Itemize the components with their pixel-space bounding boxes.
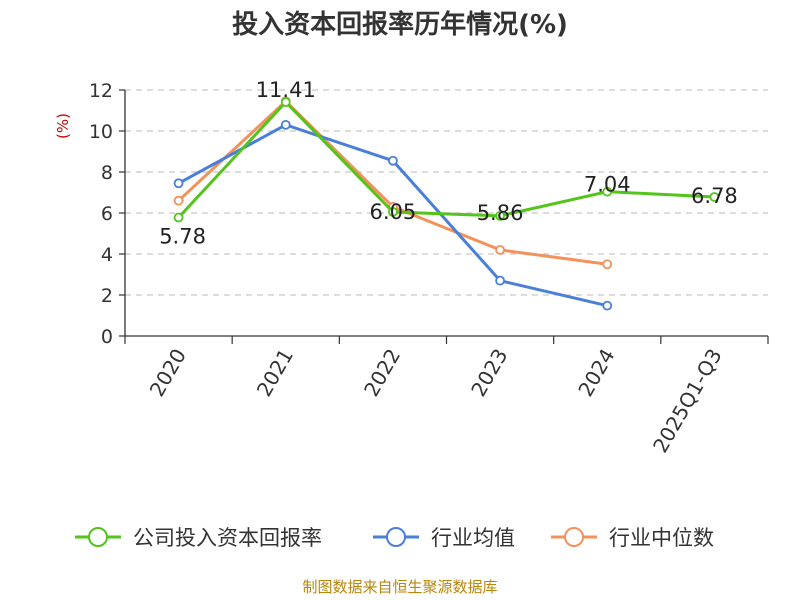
data-label: 6.05 bbox=[370, 200, 417, 224]
y-tick-label: 12 bbox=[89, 80, 113, 102]
legend-label: 行业均值 bbox=[431, 526, 515, 550]
data-label: 6.78 bbox=[691, 184, 738, 208]
data-point bbox=[388, 207, 398, 217]
data-point bbox=[388, 155, 398, 166]
y-tick-label: 10 bbox=[89, 121, 113, 143]
data-point bbox=[280, 97, 291, 107]
chart-title: 投入资本回报率历年情况(%) bbox=[232, 10, 568, 40]
data-point bbox=[495, 244, 505, 255]
legend-swatch-marker bbox=[564, 527, 584, 547]
series-lines bbox=[173, 96, 720, 311]
legend-item[interactable]: 行业均值 bbox=[373, 526, 515, 550]
y-tick-label: 4 bbox=[101, 244, 113, 266]
data-point bbox=[602, 300, 613, 311]
y-tick-label: 6 bbox=[101, 203, 113, 225]
legend-swatch-marker bbox=[88, 527, 108, 547]
legend-item[interactable]: 行业中位数 bbox=[551, 526, 714, 550]
x-tick-label: 2021 bbox=[252, 345, 298, 401]
y-axis-label: (%) bbox=[54, 113, 72, 139]
x-tick-label: 2022 bbox=[359, 345, 405, 401]
data-point bbox=[602, 186, 613, 197]
data-label: 7.04 bbox=[584, 173, 631, 197]
axes: 0 2 4 6 8 10 12 (%) 2020 2021 2022 2023 2024 2025Q1-Q… bbox=[54, 80, 769, 457]
data-point bbox=[495, 275, 505, 286]
data-point bbox=[709, 192, 720, 202]
data-point bbox=[602, 259, 613, 270]
y-tick-label: 8 bbox=[101, 162, 113, 184]
source-note: 制图数据来自恒生聚源数据库 bbox=[302, 578, 498, 596]
x-tick-label: 2025Q1-Q3 bbox=[648, 345, 727, 457]
data-label: 11.41 bbox=[256, 78, 316, 102]
x-tick-label: 2023 bbox=[466, 345, 512, 401]
data-labels: 5.78 11.41 6.05 5.86 7.04 6.78 bbox=[159, 78, 738, 248]
data-label: 5.86 bbox=[477, 201, 524, 225]
data-point bbox=[173, 178, 184, 189]
series-line bbox=[177, 99, 608, 266]
legend-label: 行业中位数 bbox=[609, 526, 714, 550]
data-point bbox=[173, 195, 184, 206]
legend-label: 公司投入资本回报率 bbox=[133, 526, 322, 550]
series-line bbox=[177, 100, 715, 219]
legend-item[interactable]: 公司投入资本回报率 bbox=[75, 526, 322, 550]
x-tick-label: 2020 bbox=[145, 345, 191, 401]
data-point bbox=[173, 212, 184, 223]
data-point bbox=[280, 119, 291, 130]
legend: 公司投入资本回报率 行业均值 行业中位数 bbox=[75, 526, 714, 550]
legend-swatch-marker bbox=[386, 527, 406, 547]
data-point bbox=[495, 210, 505, 221]
data-label: 5.78 bbox=[159, 225, 206, 249]
x-tick-label: 2024 bbox=[573, 345, 619, 401]
gridlines bbox=[125, 89, 768, 296]
y-tick-label: 2 bbox=[101, 285, 113, 307]
y-tick-label: 0 bbox=[101, 326, 113, 348]
